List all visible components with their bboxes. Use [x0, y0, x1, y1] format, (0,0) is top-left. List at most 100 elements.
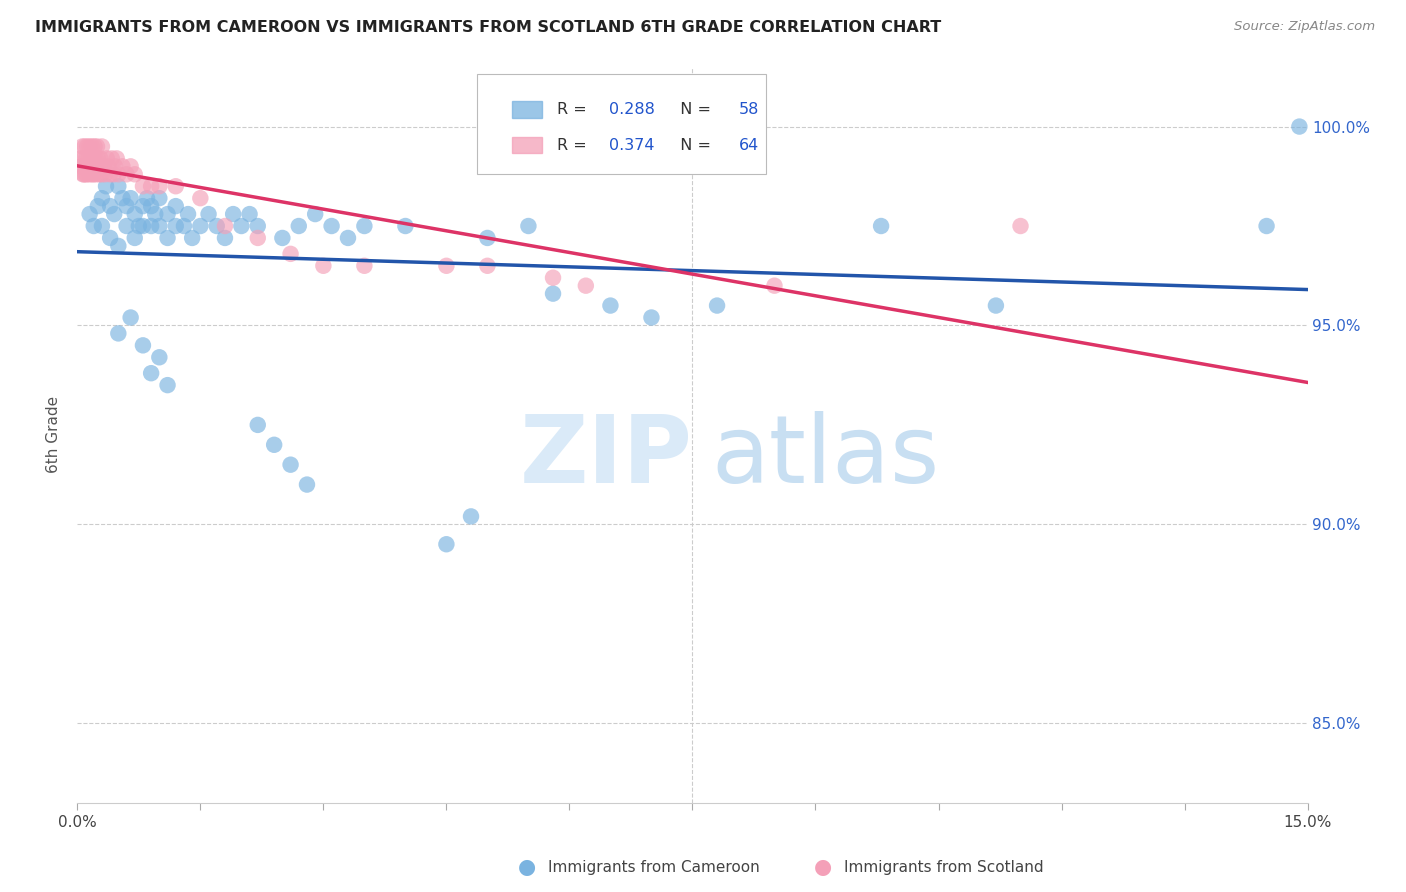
Point	[1288, 120, 1310, 134]
Point	[436, 537, 458, 551]
Point	[517, 219, 540, 233]
Point	[73, 152, 96, 166]
Point	[763, 278, 786, 293]
Point	[263, 438, 285, 452]
Point	[205, 219, 228, 233]
Point	[222, 207, 245, 221]
Point	[156, 231, 179, 245]
Point	[107, 167, 129, 181]
Point	[96, 152, 118, 166]
Point	[141, 366, 163, 380]
Point	[84, 167, 107, 181]
Point	[93, 159, 115, 173]
Point	[76, 139, 98, 153]
Point	[105, 152, 128, 166]
Point	[477, 231, 499, 245]
Point	[76, 167, 98, 181]
Point	[132, 179, 155, 194]
Point	[640, 310, 662, 325]
Point	[69, 152, 91, 166]
Point	[107, 326, 129, 341]
Point	[477, 259, 499, 273]
Point	[79, 159, 101, 173]
FancyBboxPatch shape	[512, 102, 543, 118]
Text: atlas: atlas	[711, 411, 939, 503]
Text: ●: ●	[814, 857, 831, 877]
Point	[97, 159, 120, 173]
Y-axis label: 6th Grade: 6th Grade	[46, 396, 62, 474]
Point	[111, 159, 134, 173]
Point	[148, 179, 170, 194]
Point	[188, 219, 212, 233]
Point	[239, 207, 262, 221]
Point	[706, 299, 728, 313]
Point	[246, 219, 269, 233]
Point	[70, 159, 93, 173]
Point	[70, 139, 93, 153]
Point	[231, 219, 253, 233]
Text: 64: 64	[740, 137, 759, 153]
Point	[214, 231, 236, 245]
Point	[98, 167, 121, 181]
Point	[75, 167, 97, 181]
Point	[148, 351, 170, 365]
Point	[353, 219, 375, 233]
Point	[599, 299, 621, 313]
Point	[75, 152, 97, 166]
Point	[77, 152, 100, 166]
Point	[321, 219, 343, 233]
Point	[288, 219, 311, 233]
Point	[870, 219, 893, 233]
Point	[94, 179, 117, 194]
Point	[103, 167, 125, 181]
Text: Source: ZipAtlas.com: Source: ZipAtlas.com	[1234, 20, 1375, 33]
Point	[79, 207, 101, 221]
Text: R =: R =	[557, 137, 592, 153]
Point	[141, 179, 163, 194]
Point	[72, 167, 94, 181]
Point	[337, 231, 360, 245]
Text: Immigrants from Cameroon: Immigrants from Cameroon	[548, 860, 761, 874]
Text: ●: ●	[519, 857, 536, 877]
Point	[87, 159, 110, 173]
Point	[107, 239, 129, 253]
Point	[83, 219, 105, 233]
Point	[79, 139, 101, 153]
Point	[141, 219, 163, 233]
Point	[148, 191, 170, 205]
Point	[132, 338, 155, 352]
Point	[132, 219, 155, 233]
Point	[541, 270, 564, 285]
Point	[101, 152, 124, 166]
Text: R =: R =	[557, 102, 592, 117]
Point	[460, 509, 482, 524]
Point	[165, 219, 187, 233]
Point	[73, 167, 96, 181]
Text: IMMIGRANTS FROM CAMEROON VS IMMIGRANTS FROM SCOTLAND 6TH GRADE CORRELATION CHART: IMMIGRANTS FROM CAMEROON VS IMMIGRANTS F…	[35, 20, 942, 35]
Point	[575, 278, 598, 293]
Point	[136, 191, 159, 205]
Point	[115, 219, 138, 233]
Text: 58: 58	[740, 102, 759, 117]
Point	[94, 167, 117, 181]
Point	[84, 159, 107, 173]
Point	[90, 167, 114, 181]
Point	[148, 219, 170, 233]
Text: N =: N =	[671, 137, 717, 153]
Point	[181, 231, 204, 245]
Point	[143, 207, 166, 221]
Point	[120, 159, 142, 173]
Point	[89, 152, 111, 166]
Text: ZIP: ZIP	[520, 411, 693, 503]
Point	[73, 139, 96, 153]
Point	[120, 191, 142, 205]
Point	[156, 207, 179, 221]
Point	[82, 159, 104, 173]
Point	[280, 247, 302, 261]
Point	[115, 167, 138, 181]
Point	[436, 259, 458, 273]
Point	[90, 139, 114, 153]
Point	[173, 219, 195, 233]
Point	[83, 139, 105, 153]
Point	[89, 167, 111, 181]
